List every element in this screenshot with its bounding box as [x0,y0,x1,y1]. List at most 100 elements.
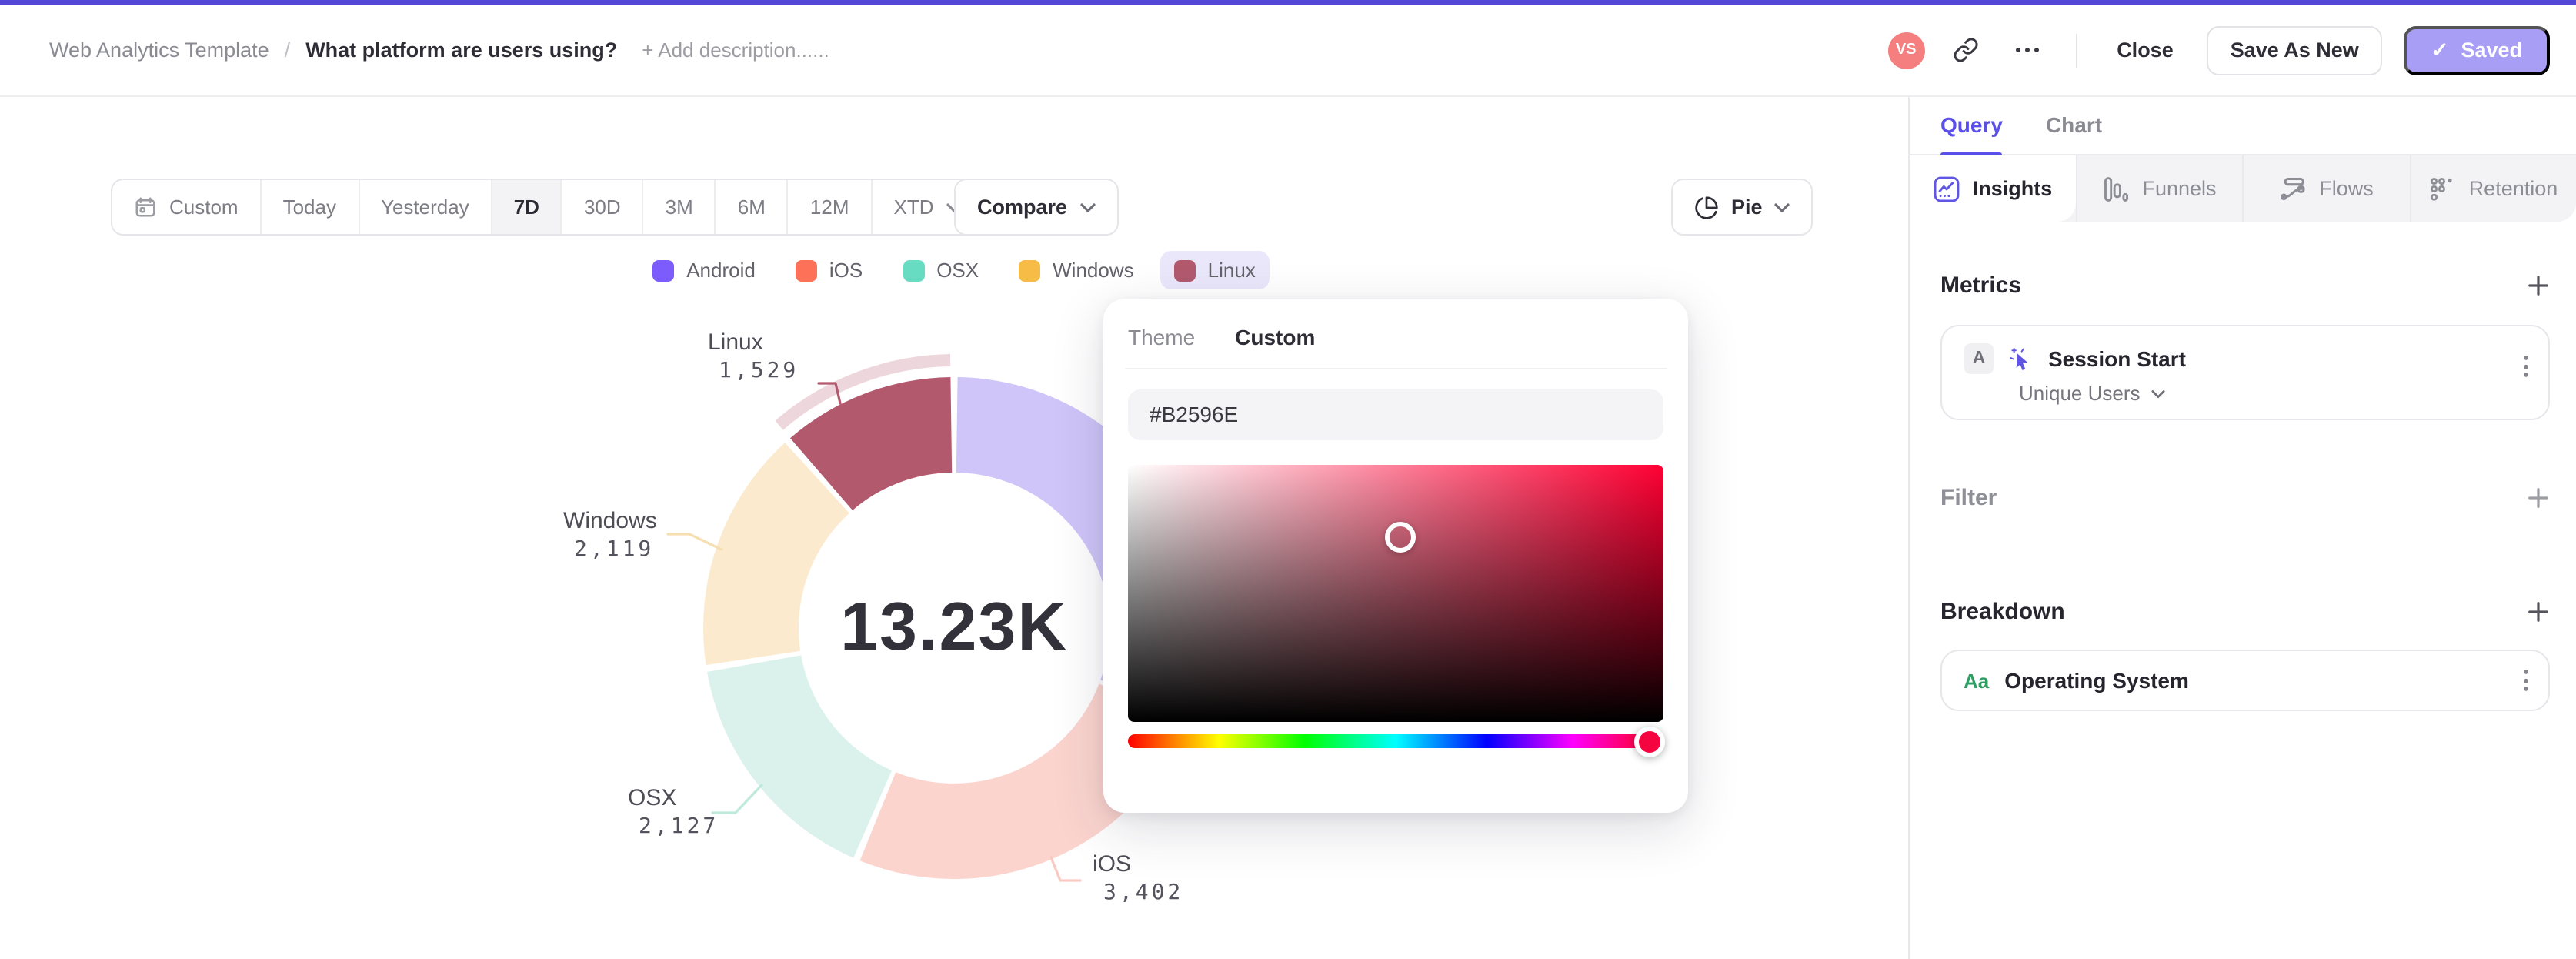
query-sidebar: Query Chart Insights Funnels Flows Retentio… [1910,97,2576,959]
page-title[interactable]: What platform are users using? [305,38,618,62]
callout-linux-value: 1,529 [719,359,799,383]
date-range-custom[interactable]: Custom [112,180,262,234]
string-property-icon: Aa [1964,669,1990,692]
legend-item-windows[interactable]: Windows [1005,251,1148,289]
date-range-6m[interactable]: 6M [716,180,789,234]
hex-color-input[interactable]: #B2596E [1128,389,1663,440]
save-as-new-button[interactable]: Save As New [2207,25,2382,75]
tab-funnels[interactable]: Funnels [2075,155,2242,222]
legend-label: OSX [936,259,979,282]
donut-slice-linux[interactable] [790,377,953,510]
color-picker-tabs: Theme Custom [1125,299,1667,369]
leader-line-linux [817,382,842,405]
saturation-value-area[interactable] [1128,465,1663,722]
header-bar: Web Analytics Template / What platform a… [0,5,2576,97]
chevron-down-icon [2151,389,2165,398]
metric-card[interactable]: A Session Start Unique Users [1940,325,2550,420]
legend-item-android[interactable]: Android [639,251,769,289]
header-divider [2075,33,2077,67]
aggregation-label: Unique Users [2019,382,2141,405]
compare-button[interactable]: Compare [954,179,1119,236]
add-description-button[interactable]: + Add description...... [642,38,829,62]
calendar-icon [134,195,157,219]
retention-icon [2429,175,2457,202]
legend-label: Windows [1053,259,1134,282]
legend-item-ios[interactable]: iOS [782,251,876,289]
tab-flows[interactable]: Flows [2242,155,2409,222]
hue-slider-handle[interactable] [1634,726,1666,757]
saved-label: Saved [2461,38,2522,62]
pie-chart-icon [1694,195,1719,219]
tab-insights[interactable]: Insights [1910,155,2075,222]
leader-line-osx [711,784,763,814]
metric-menu-icon[interactable] [2524,355,2528,378]
legend-label: iOS [829,259,863,282]
callout-windows-name: Windows [563,508,657,534]
date-range-7d[interactable]: 7D [492,180,562,234]
callout-osx-name: OSX [628,785,677,811]
add-metric-button[interactable] [2527,274,2550,297]
breakdown-section: Breakdown Aa Operating System [1940,599,2550,711]
donut-center-total: 13.23K [840,590,1068,665]
breadcrumb-separator: / [284,38,291,62]
close-button[interactable]: Close [2117,38,2174,62]
breadcrumb-root[interactable]: Web Analytics Template [49,38,269,62]
callout-ios-value: 3,402 [1103,880,1184,905]
saved-button[interactable]: ✓ Saved [2403,25,2550,75]
filter-heading: Filter [1940,485,1997,511]
chevron-down-icon [1774,202,1790,212]
top-accent-line [0,0,2576,5]
callout-windows: Windows 2,119 [563,508,657,562]
hue-slider[interactable] [1128,726,1666,757]
breakdown-card[interactable]: Aa Operating System [1940,650,2550,711]
avatar[interactable]: VS [1887,32,1925,68]
callout-windows-value: 2,119 [574,537,655,562]
callout-ios-name: iOS [1093,851,1132,877]
breakdown-property-name: Operating System [2004,668,2189,693]
color-picker-popup: Theme Custom #B2596E [1103,299,1688,813]
donut-slice-windows[interactable] [703,443,849,665]
series-badge: A [1964,343,1994,374]
metric-event-name: Session Start [2048,346,2186,371]
chart-type-button[interactable]: Pie [1671,179,1814,236]
tab-custom[interactable]: Custom [1235,325,1316,349]
chart-panel: Custom Today Yesterday 7D 30D 3M 6M 12M XTD Comp… [0,97,1910,959]
saturation-value-handle[interactable] [1385,521,1416,553]
callout-linux-name: Linux [708,329,763,356]
metrics-heading: Metrics [1940,272,2022,299]
insight-type-tabs: Insights Funnels Flows Retention [1910,155,2576,222]
leader-line-ios [1049,856,1082,882]
tab-chart[interactable]: Chart [2045,112,2103,137]
date-range-3m[interactable]: 3M [644,180,716,234]
legend-swatch [1173,259,1196,281]
event-cursor-icon [2008,346,2034,372]
legend-swatch [795,259,817,281]
add-filter-button[interactable] [2527,486,2550,510]
callout-linux: Linux 1,529 [708,329,799,383]
donut-slice-highlight-halo [775,354,951,430]
legend-item-osx[interactable]: OSX [889,251,993,289]
date-range-yesterday[interactable]: Yesterday [359,180,492,234]
date-range-control: Custom Today Yesterday 7D 30D 3M 6M 12M XTD [111,179,985,236]
tab-query[interactable]: Query [1940,112,2004,157]
add-breakdown-button[interactable] [2527,600,2550,623]
leader-line-windows [666,533,723,551]
legend-swatch [1019,259,1041,281]
donut-slice-osx[interactable] [707,655,892,858]
chart-type-label: Pie [1731,195,1763,219]
breakdown-menu-icon[interactable] [2524,669,2528,692]
tab-retention[interactable]: Retention [2409,155,2576,222]
filter-section: Filter [1940,485,2550,511]
date-range-12m[interactable]: 12M [789,180,873,234]
date-range-today[interactable]: Today [262,180,359,234]
legend-item-linux[interactable]: Linux [1160,251,1270,289]
insights-icon [1933,175,1960,202]
metric-aggregation[interactable]: Unique Users [1964,382,2527,405]
more-options-icon[interactable] [2007,30,2047,70]
share-link-icon[interactable] [1946,30,1986,70]
tab-theme[interactable]: Theme [1128,325,1196,349]
date-range-30d[interactable]: 30D [562,180,644,234]
legend-label: Android [686,259,756,282]
breakdown-heading: Breakdown [1940,599,2065,625]
